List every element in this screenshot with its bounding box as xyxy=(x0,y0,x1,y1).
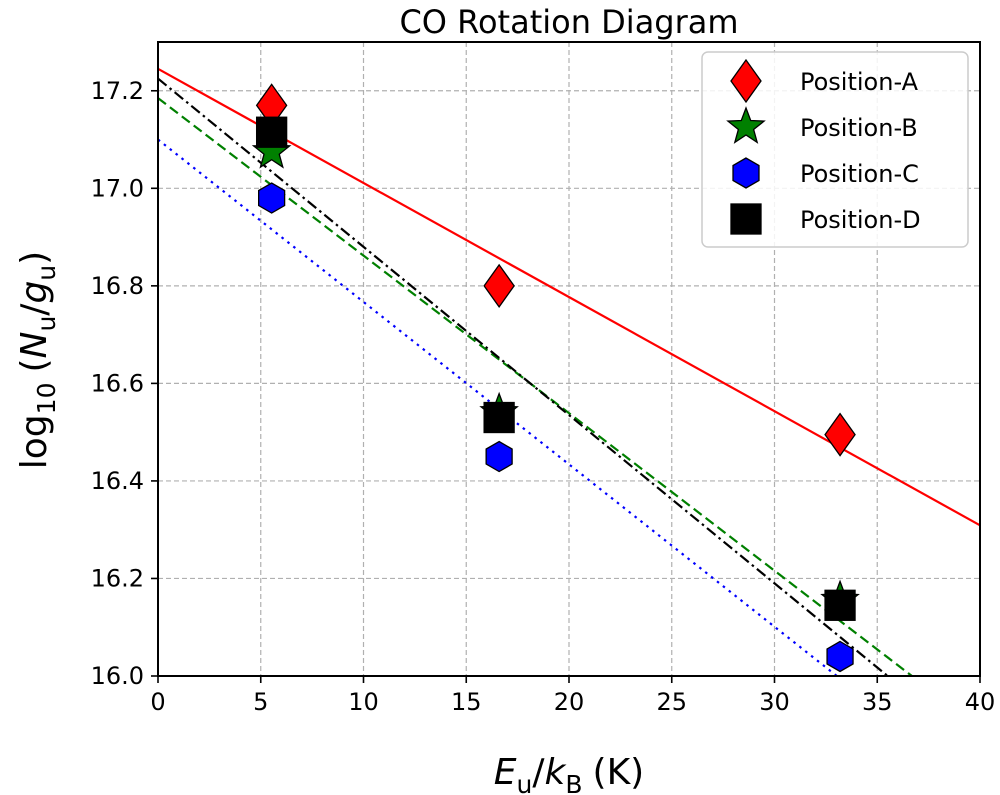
legend-label-position-c: Position-C xyxy=(800,160,919,188)
data-point-position-c xyxy=(257,182,286,214)
legend-label-position-a: Position-A xyxy=(800,68,919,96)
axis-ticks: 0 5 10 15 20 25 30 35 40 16.0 16.2 16.4 16.6 16.8 17.0… xyxy=(91,77,996,716)
y-tick-label: 16.2 xyxy=(91,564,144,592)
x-tick-label: 0 xyxy=(150,688,165,716)
x-tick-label: 25 xyxy=(656,688,687,716)
y-axis-label: log10(Nu/gu) xyxy=(14,251,61,469)
fit-line-position-d xyxy=(157,77,889,677)
legend-marker-position-c xyxy=(732,157,760,189)
fit-line-position-c xyxy=(157,138,838,677)
x-tick-label: 5 xyxy=(253,688,268,716)
chart-title: CO Rotation Diagram xyxy=(399,3,738,41)
x-tick-label: 10 xyxy=(348,688,379,716)
y-tick-label: 17.2 xyxy=(91,77,144,105)
y-tick-label: 17.0 xyxy=(91,174,144,202)
legend-marker-position-d xyxy=(730,203,762,235)
x-tick-label: 15 xyxy=(451,688,482,716)
data-point-position-a xyxy=(824,412,856,457)
x-tick-label: 35 xyxy=(862,688,893,716)
data-point-position-d xyxy=(483,401,515,434)
data-point-position-d xyxy=(255,116,288,148)
data-markers xyxy=(251,83,860,673)
y-tick-label: 16.4 xyxy=(91,467,144,495)
legend-box xyxy=(701,51,969,248)
data-point-position-c xyxy=(826,640,854,673)
x-tick-label: 20 xyxy=(554,688,585,716)
y-tick-label: 16.0 xyxy=(91,662,144,690)
legend-marker-position-b xyxy=(726,106,766,144)
legend-marker-position-a xyxy=(730,58,762,104)
data-point-position-a xyxy=(483,263,515,308)
data-point-position-c xyxy=(485,440,513,473)
x-tick-label: 40 xyxy=(965,688,996,716)
legend-label-position-d: Position-D xyxy=(800,206,921,234)
y-tick-label: 16.6 xyxy=(91,369,144,397)
x-tick-label: 30 xyxy=(759,688,790,716)
data-point-position-d xyxy=(824,589,856,621)
legend: Position-A Position-B Position-C Position-D xyxy=(701,51,969,248)
x-axis-label: Eu/kB (K) xyxy=(494,752,644,795)
y-tick-label: 16.8 xyxy=(91,272,144,300)
legend-label-position-b: Position-B xyxy=(800,114,918,142)
